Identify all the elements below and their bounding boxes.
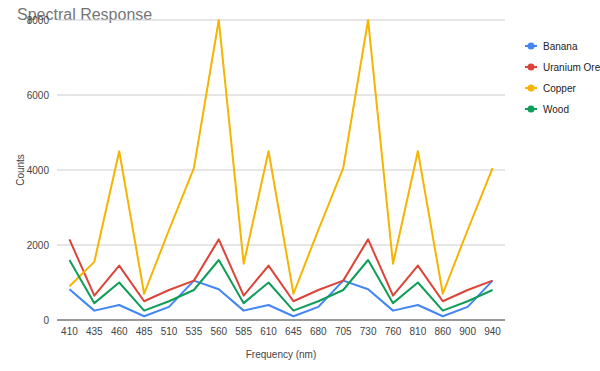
x-tick-label: 485 [136, 326, 153, 337]
series-line [69, 239, 492, 301]
background [0, 0, 600, 371]
x-tick-label: 610 [260, 326, 277, 337]
x-tick-label: 435 [86, 326, 103, 337]
series-line [69, 20, 492, 294]
y-tick-label: 0 [43, 315, 49, 326]
legend-swatch-dot [528, 64, 535, 71]
x-tick-label: 940 [484, 326, 501, 337]
x-tick-label: 585 [235, 326, 252, 337]
legend-swatch-dot [528, 43, 535, 50]
legend-swatch-dot [528, 106, 535, 113]
y-tick-label: 8000 [27, 15, 50, 26]
legend-swatch-dot [528, 85, 535, 92]
y-axis-label: Counts [15, 154, 26, 186]
x-tick-label: 900 [459, 326, 476, 337]
legend-label: Wood [543, 104, 569, 115]
x-tick-label: 645 [285, 326, 302, 337]
y-tick-label: 6000 [27, 90, 50, 101]
grid-line [57, 320, 505, 321]
x-tick-label: 760 [385, 326, 402, 337]
grid-line [57, 245, 505, 246]
x-axis-label: Frequency (nm) [246, 349, 317, 360]
x-tick-label: 510 [161, 326, 178, 337]
grid-line [57, 170, 505, 171]
x-tick-label: 810 [410, 326, 427, 337]
grid-line [57, 95, 505, 96]
x-tick-label: 560 [210, 326, 227, 337]
series-line [69, 260, 492, 311]
y-tick-label: 4000 [27, 165, 50, 176]
legend-label: Copper [543, 83, 576, 94]
y-tick-label: 2000 [27, 240, 50, 251]
x-tick-label: 535 [186, 326, 203, 337]
x-tick-label: 460 [111, 326, 128, 337]
grid-line [57, 20, 505, 21]
x-tick-label: 730 [360, 326, 377, 337]
x-tick-label: 680 [310, 326, 327, 337]
x-tick-label: 705 [335, 326, 352, 337]
plot-area [69, 20, 492, 316]
legend-label: Uranium Ore [543, 62, 600, 73]
legend-label: Banana [543, 41, 578, 52]
x-tick-label: 410 [61, 326, 78, 337]
x-tick-label: 860 [434, 326, 451, 337]
